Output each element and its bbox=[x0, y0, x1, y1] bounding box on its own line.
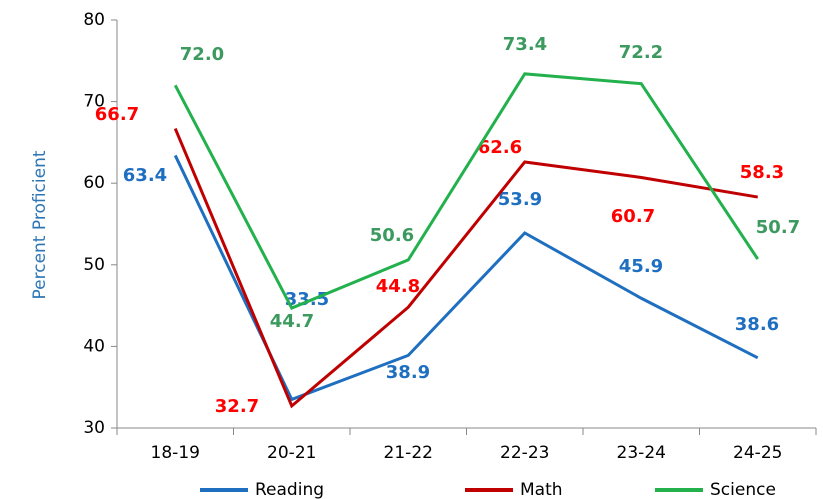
data-label: 53.9 bbox=[498, 189, 542, 210]
y-tick-label: 60 bbox=[83, 173, 105, 193]
data-label: 32.7 bbox=[215, 396, 259, 417]
x-tick-label: 22-23 bbox=[500, 443, 549, 463]
data-label: 38.9 bbox=[386, 362, 430, 383]
data-label: 63.4 bbox=[123, 165, 167, 186]
y-tick-label: 30 bbox=[83, 418, 105, 438]
data-label: 44.8 bbox=[376, 276, 420, 297]
data-label: 45.9 bbox=[619, 256, 663, 277]
legend-label: Math bbox=[520, 480, 563, 499]
y-tick-label: 70 bbox=[83, 92, 105, 112]
data-label: 72.2 bbox=[619, 42, 663, 63]
legend-label: Science bbox=[710, 480, 776, 499]
y-tick-label: 40 bbox=[83, 336, 105, 356]
y-axis-label: Percent Proficient bbox=[30, 150, 50, 299]
data-label: 50.6 bbox=[370, 225, 414, 246]
data-label: 44.7 bbox=[270, 311, 314, 332]
data-label: 62.6 bbox=[478, 137, 522, 158]
x-tick-label: 18-19 bbox=[151, 443, 200, 463]
data-label: 38.6 bbox=[735, 314, 779, 335]
data-label: 66.7 bbox=[95, 104, 139, 125]
data-label: 50.7 bbox=[756, 217, 800, 238]
x-tick-label: 23-24 bbox=[617, 443, 666, 463]
y-tick-label: 50 bbox=[83, 255, 105, 275]
data-label: 73.4 bbox=[503, 34, 547, 55]
series-line bbox=[173, 72, 759, 310]
x-tick-label: 24-25 bbox=[733, 443, 782, 463]
series-line bbox=[173, 127, 758, 409]
y-tick-label: 80 bbox=[83, 10, 105, 30]
data-label: 72.0 bbox=[180, 44, 224, 65]
legend-label: Reading bbox=[255, 480, 324, 499]
x-tick-label: 20-21 bbox=[267, 443, 316, 463]
series-line bbox=[173, 154, 759, 402]
data-label: 58.3 bbox=[740, 162, 784, 183]
data-label: 60.7 bbox=[611, 206, 655, 227]
x-tick-label: 21-22 bbox=[384, 443, 433, 463]
